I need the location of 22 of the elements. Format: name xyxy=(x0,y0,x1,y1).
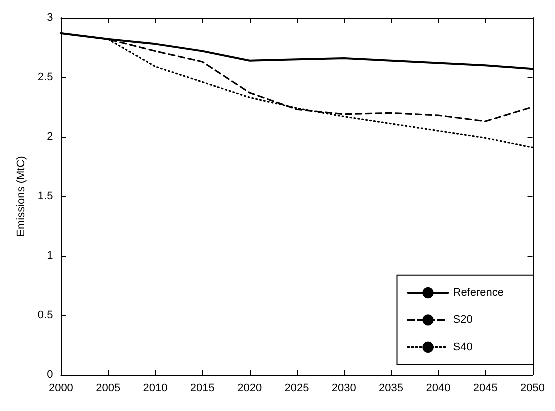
y-tick-label: 0 xyxy=(47,369,54,381)
x-tick-label: 2005 xyxy=(96,382,121,394)
y-tick-label: 1 xyxy=(47,250,54,262)
x-tick-label: 2050 xyxy=(520,382,546,394)
legend-label: Reference xyxy=(453,287,504,299)
y-axis-title: Emissions (MtC) xyxy=(16,156,28,237)
x-tick-label: 2035 xyxy=(379,382,404,394)
y-tick-label: 1.5 xyxy=(38,190,54,202)
x-tick-label: 2025 xyxy=(284,382,310,394)
x-tick-label: 2020 xyxy=(238,382,262,394)
y-tick-label: 0.5 xyxy=(38,310,54,322)
x-tick-label: 2000 xyxy=(48,382,74,394)
y-tick-label: 2 xyxy=(47,131,54,143)
x-tick-label: 2010 xyxy=(143,382,168,394)
x-tick-label: 2045 xyxy=(473,382,498,394)
y-tick-label: 2.5 xyxy=(38,72,54,84)
x-tick-label: 2015 xyxy=(190,382,215,394)
legend-label: S20 xyxy=(453,314,473,326)
y-tick-label: 3 xyxy=(47,12,54,24)
legend-label: S40 xyxy=(453,341,473,354)
x-tick-label: 2040 xyxy=(426,382,451,394)
x-tick-label: 2030 xyxy=(332,382,356,394)
